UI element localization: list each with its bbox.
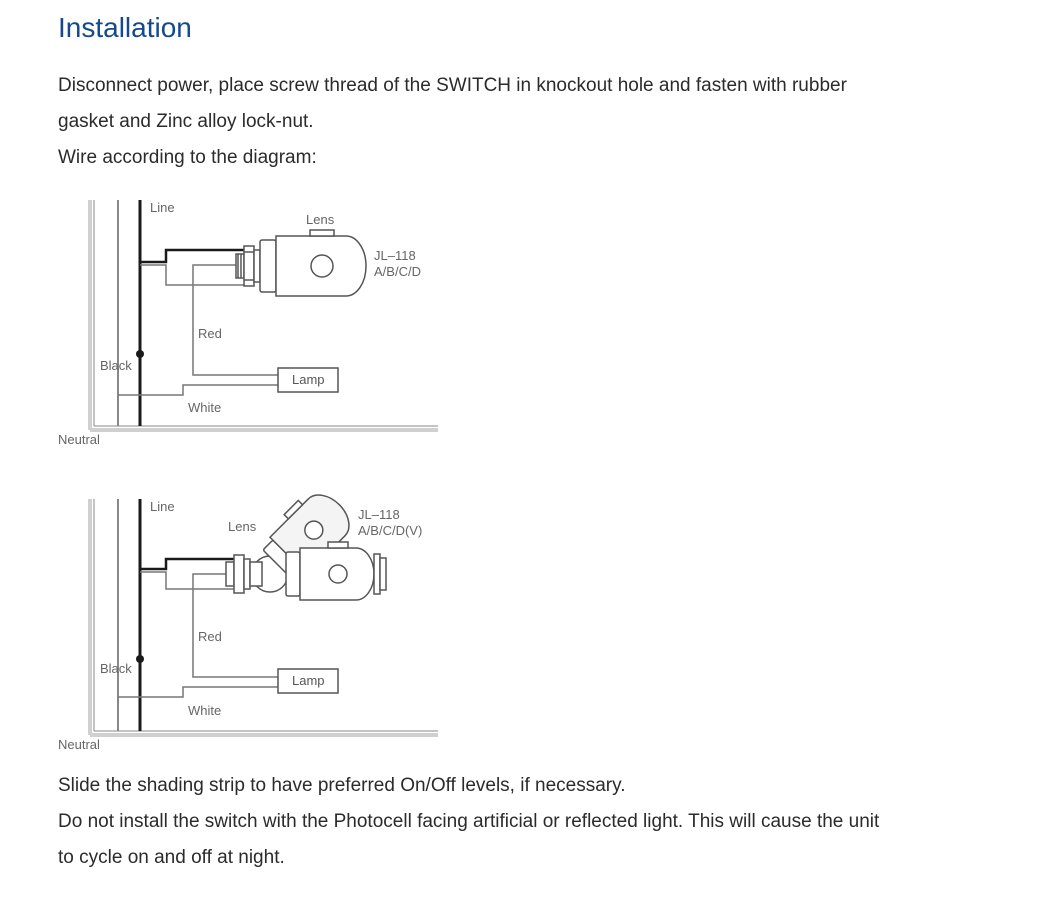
label-line: Line (150, 499, 175, 514)
intro-line-1: Disconnect power, place screw thread of … (58, 68, 1002, 104)
section-title: Installation (58, 12, 1002, 44)
label-model-sub: A/B/C/D(V) (358, 523, 422, 538)
label-red: Red (198, 326, 222, 341)
label-black: Black (100, 661, 132, 676)
label-line: Line (150, 200, 175, 215)
label-black: Black (100, 358, 132, 373)
wiring-diagram-top: Line Neutral Black Red White Lens Lamp J… (58, 180, 1002, 455)
label-lens: Lens (306, 212, 335, 227)
intro-line-2: gasket and Zinc alloy lock-nut. (58, 104, 1002, 140)
outro-line-1: Slide the shading strip to have preferre… (58, 768, 1002, 804)
outro-line-3: to cycle on and off at night. (58, 840, 1002, 876)
label-model: JL–118 (358, 507, 400, 522)
label-red: Red (198, 629, 222, 644)
label-model: JL–118 (374, 248, 416, 263)
label-white: White (188, 703, 221, 718)
intro-line-3: Wire according to the diagram: (58, 140, 1002, 176)
wiring-diagram-bottom: Line Neutral Black Red White Lens Lamp J… (58, 459, 1002, 764)
label-white: White (188, 400, 221, 415)
label-lamp: Lamp (292, 673, 325, 688)
label-model-sub: A/B/C/D (374, 264, 421, 279)
label-neutral: Neutral (58, 737, 100, 752)
outro-line-2: Do not install the switch with the Photo… (58, 804, 1002, 840)
label-lens: Lens (228, 519, 257, 534)
label-lamp: Lamp (292, 372, 325, 387)
label-neutral: Neutral (58, 432, 100, 447)
